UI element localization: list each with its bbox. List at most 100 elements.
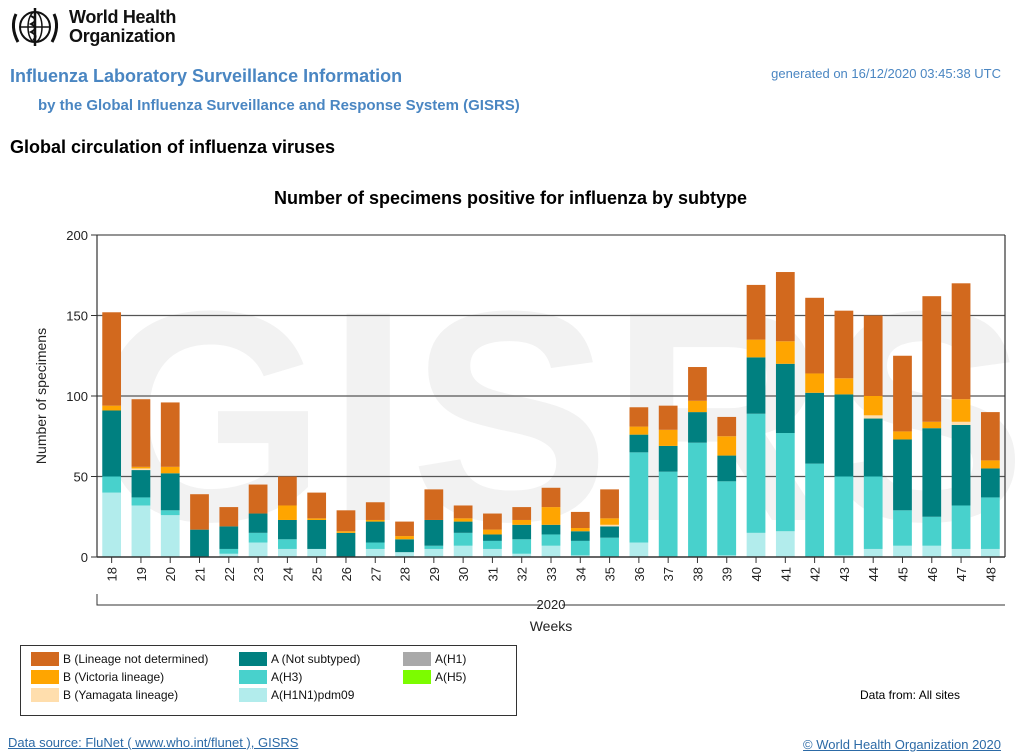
legend: B (Lineage not determined) A (Not subtype… xyxy=(20,645,517,716)
legend-label: A(H3) xyxy=(271,670,303,684)
bar-segment xyxy=(688,442,707,557)
bar-segment xyxy=(248,484,268,514)
x-tick-label: 44 xyxy=(866,567,881,581)
x-tick-label: 34 xyxy=(573,567,588,581)
bar-segment xyxy=(717,555,737,557)
bar-segment xyxy=(775,341,795,364)
bar-segment xyxy=(453,505,473,519)
bar-segment xyxy=(483,548,502,557)
bar-segment xyxy=(717,481,737,556)
bar-segment xyxy=(600,526,619,538)
legend-item: B (Victoria lineage) xyxy=(31,670,164,684)
legend-item: A(H5) xyxy=(403,670,466,684)
legend-item: A(H1) xyxy=(403,652,466,666)
bar-segment xyxy=(365,521,385,543)
bar-segment xyxy=(746,284,766,340)
legend-item: B (Lineage not determined) xyxy=(31,652,208,666)
bar-segment xyxy=(570,540,590,556)
bar-segment xyxy=(336,531,356,533)
bar-segment xyxy=(219,526,239,549)
bar-segment xyxy=(629,426,649,435)
bar-segment xyxy=(629,407,649,427)
bar-segment xyxy=(424,489,444,520)
bar-segment xyxy=(131,468,151,471)
bar-segment xyxy=(395,552,414,557)
y-tick-label: 50 xyxy=(74,470,88,485)
bar-segment xyxy=(160,402,180,467)
bar-segment xyxy=(834,394,854,477)
bar-segment xyxy=(278,505,297,520)
bar-segment xyxy=(102,476,122,493)
page-subtitle: by the Global Influenza Surveillance and… xyxy=(38,97,520,114)
bar-segment xyxy=(453,545,473,557)
section-title: Global circulation of influenza viruses xyxy=(10,137,336,157)
bar-segment xyxy=(219,553,239,557)
bar-segment xyxy=(922,421,942,429)
bar-segment xyxy=(570,511,590,529)
bar-segment xyxy=(307,519,327,549)
bar-segment xyxy=(365,542,385,549)
bar-segment xyxy=(365,548,385,557)
x-tick-label: 48 xyxy=(983,567,998,581)
bar-segment xyxy=(512,553,532,557)
data-from-note: Data from: All sites xyxy=(860,688,961,702)
legend-swatch xyxy=(403,670,431,684)
bar-segment xyxy=(863,476,883,549)
bar-segment xyxy=(483,540,502,549)
x-tick-label: 28 xyxy=(398,567,413,581)
bar-segment xyxy=(717,436,737,456)
bar-segment xyxy=(131,399,151,467)
bar-segment xyxy=(278,519,297,540)
x-tick-label: 24 xyxy=(280,567,295,581)
chart-title: Number of specimens positive for influen… xyxy=(0,188,1023,209)
y-tick-label: 150 xyxy=(66,309,88,324)
bar-segment xyxy=(453,518,473,522)
bar-segment xyxy=(131,466,151,469)
chart-title-text: Number of specimens positive for influen… xyxy=(273,188,748,208)
x-tick-label: 43 xyxy=(837,567,852,581)
bar-segment xyxy=(893,545,912,557)
bar-segment xyxy=(570,528,590,532)
legend-item: A (Not subtyped) xyxy=(239,652,360,666)
bar-segment xyxy=(893,355,912,432)
bar-segment xyxy=(600,537,619,557)
bar-segment xyxy=(541,534,561,546)
bar-segment xyxy=(160,510,180,516)
bar-segment xyxy=(834,378,854,395)
bar-segment xyxy=(980,468,1000,498)
bar-segment xyxy=(278,539,297,549)
bar-segment xyxy=(805,373,824,393)
legend-item: B (Yamagata lineage) xyxy=(31,688,178,702)
legend-item: A(H3) xyxy=(239,670,302,684)
legend-item: A(H1N1)pdm09 xyxy=(239,688,354,702)
legend-label: A (Not subtyped) xyxy=(271,652,361,666)
data-source-link[interactable]: Data source: FluNet ( www.who.int/flunet… xyxy=(8,735,299,750)
legend-swatch xyxy=(31,688,59,702)
x-axis-label: Weeks xyxy=(530,618,573,634)
bar-segment xyxy=(600,524,619,527)
x-tick-label: 39 xyxy=(720,567,735,581)
bar-segment xyxy=(219,507,239,527)
bar-segment xyxy=(483,513,502,530)
legend-label: A(H5) xyxy=(435,670,467,684)
org-name: World Health Organization xyxy=(69,8,176,46)
year-bracket-left xyxy=(96,594,541,606)
bar-segment xyxy=(688,367,707,401)
bar-segment xyxy=(629,452,649,543)
bar-segment xyxy=(453,521,473,533)
bar-segment xyxy=(219,548,239,554)
bar-segment xyxy=(336,532,356,557)
bar-segment xyxy=(102,492,122,557)
bar-segment xyxy=(629,434,649,453)
bar-segment xyxy=(190,529,209,557)
bar-segment xyxy=(600,518,619,525)
x-tick-label: 27 xyxy=(368,567,383,581)
bar-segment xyxy=(893,510,912,546)
bar-segment xyxy=(893,439,912,511)
bar-segment xyxy=(688,400,707,413)
copyright-link[interactable]: © World Health Organization 2020 xyxy=(803,737,1001,752)
bar-segment xyxy=(746,413,766,533)
bar-segment xyxy=(746,532,766,557)
bar-segment xyxy=(863,396,883,416)
bar-segment xyxy=(951,548,971,557)
